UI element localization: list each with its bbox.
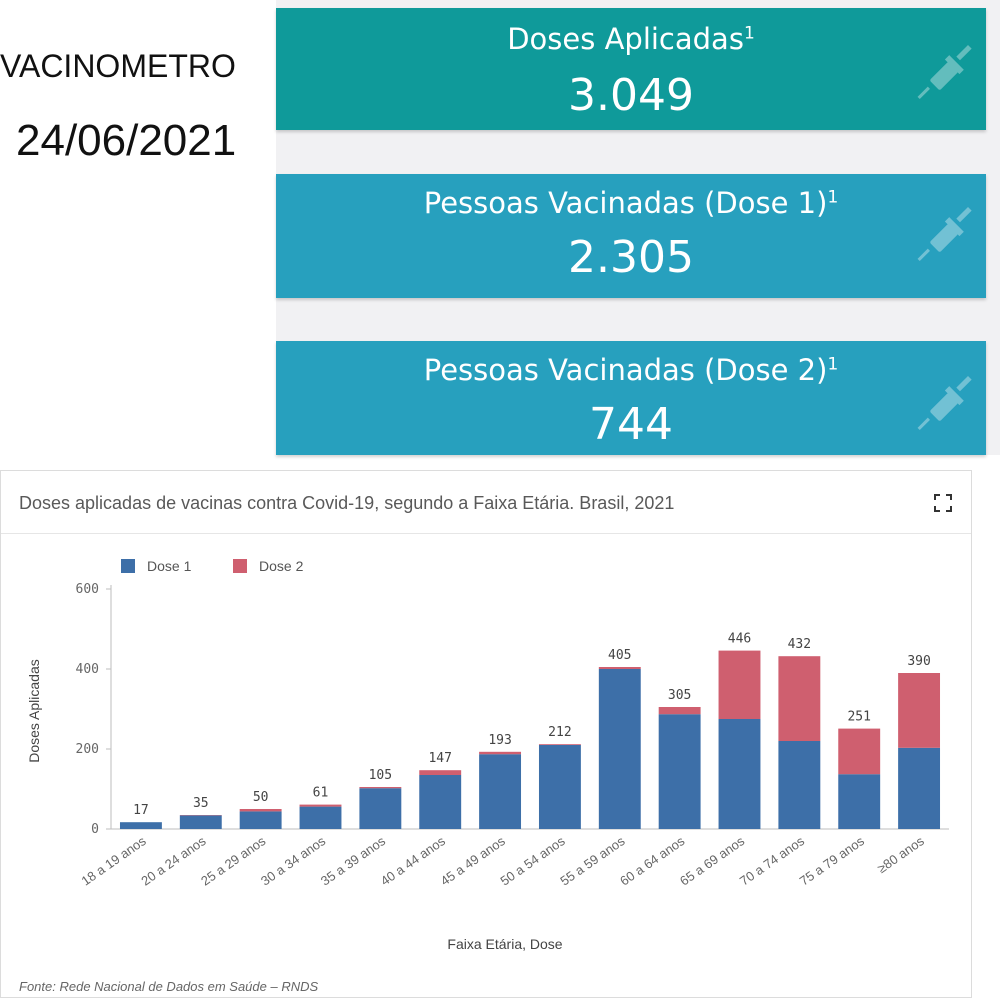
bar-dose2 bbox=[299, 804, 342, 807]
bar-total-label: 61 bbox=[313, 786, 329, 801]
bar-dose1 bbox=[898, 747, 941, 829]
bar-total-label: 390 bbox=[907, 654, 930, 669]
legend-label: Dose 2 bbox=[259, 558, 304, 574]
x-tick-label: 60 a 64 anos bbox=[617, 833, 688, 889]
bar-dose1 bbox=[778, 741, 821, 829]
x-tick-label: 35 a 39 anos bbox=[318, 833, 389, 889]
bar-dose1 bbox=[179, 815, 222, 829]
x-tick-label: 40 a 44 anos bbox=[378, 833, 449, 889]
chart-panel: Doses aplicadas de vacinas contra Covid-… bbox=[0, 470, 972, 998]
card-value: 2.305 bbox=[568, 232, 694, 283]
bar-dose1 bbox=[538, 745, 581, 829]
bar-dose1 bbox=[658, 714, 701, 829]
x-axis-label: Faixa Etária, Dose bbox=[447, 936, 562, 952]
x-tick-label: 25 a 29 anos bbox=[198, 833, 269, 889]
legend-swatch bbox=[121, 559, 135, 573]
x-tick-label: 18 a 19 anos bbox=[78, 833, 149, 889]
bar-total-label: 305 bbox=[668, 688, 691, 703]
bar-dose1 bbox=[359, 788, 402, 829]
card-value: 744 bbox=[589, 399, 673, 450]
bar-dose1 bbox=[479, 754, 522, 829]
syringe-icon bbox=[917, 375, 972, 431]
expand-icon[interactable] bbox=[933, 493, 953, 513]
bar-dose2 bbox=[778, 656, 821, 741]
card-pessoas-vacinadas-dose1: Pessoas Vacinadas (Dose 1)1 2.305 bbox=[276, 174, 986, 298]
card-label: Pessoas Vacinadas (Dose 1)1 bbox=[423, 186, 839, 220]
bar-total-label: 105 bbox=[369, 768, 392, 783]
x-tick-label: 50 a 54 anos bbox=[497, 833, 568, 889]
bar-total-label: 446 bbox=[728, 632, 751, 647]
bar-dose1 bbox=[299, 806, 342, 829]
bar-dose2 bbox=[538, 744, 581, 745]
bar-dose2 bbox=[598, 667, 641, 669]
legend-swatch bbox=[233, 559, 247, 573]
bar-dose2 bbox=[359, 787, 402, 789]
bar-total-label: 35 bbox=[193, 796, 209, 811]
bar-dose2 bbox=[419, 770, 462, 775]
stacked-bar-chart: 0 200 400 600 Doses Aplicadas Faixa Etária, D… bbox=[26, 558, 949, 952]
card-label: Doses Aplicadas1 bbox=[507, 22, 755, 56]
bar-dose2 bbox=[898, 673, 941, 748]
x-tick-label: 55 a 59 anos bbox=[557, 833, 628, 889]
x-tick-label: 65 a 69 anos bbox=[677, 833, 748, 889]
bar-dose1 bbox=[718, 719, 761, 829]
bar-dose1 bbox=[239, 811, 282, 829]
bar-total-label: 193 bbox=[488, 733, 511, 748]
chart-title: Doses aplicadas de vacinas contra Covid-… bbox=[19, 493, 675, 513]
bar-dose2 bbox=[658, 707, 701, 715]
syringe-icon bbox=[917, 206, 972, 262]
bar-total-label: 147 bbox=[428, 751, 451, 766]
x-tick-label: 70 a 74 anos bbox=[737, 833, 808, 889]
card-value: 3.049 bbox=[568, 70, 694, 121]
x-tick-label: 75 a 79 anos bbox=[797, 833, 868, 889]
y-tick-label: 0 bbox=[91, 822, 99, 837]
bar-total-label: 251 bbox=[847, 710, 870, 725]
bar-dose2 bbox=[479, 751, 522, 755]
x-tick-label: ≥80 anos bbox=[874, 833, 927, 876]
bar-total-label: 50 bbox=[253, 790, 269, 805]
legend-label: Dose 1 bbox=[147, 558, 192, 574]
x-tick-label: 45 a 49 anos bbox=[438, 833, 509, 889]
card-pessoas-vacinadas-dose2: Pessoas Vacinadas (Dose 2)1 744 bbox=[276, 341, 986, 455]
y-axis-label: Doses Aplicadas bbox=[26, 659, 42, 763]
x-tick-label: 20 a 24 anos bbox=[138, 833, 209, 889]
x-tick-label: 30 a 34 anos bbox=[258, 833, 329, 889]
bar-total-label: 212 bbox=[548, 725, 571, 740]
page-title: VACINOMETRO bbox=[0, 48, 236, 84]
bar-total-label: 432 bbox=[788, 637, 811, 652]
card-doses-aplicadas: Doses Aplicadas1 3.049 bbox=[276, 8, 986, 130]
chart-divider bbox=[1, 533, 971, 534]
y-tick-label: 200 bbox=[76, 742, 99, 757]
bar-dose1 bbox=[419, 775, 462, 829]
report-date: 24/06/2021 bbox=[16, 116, 237, 165]
bar-total-label: 405 bbox=[608, 648, 631, 663]
bar-dose1 bbox=[598, 669, 641, 829]
bar-dose1 bbox=[838, 774, 881, 829]
y-tick-label: 600 bbox=[76, 582, 99, 597]
syringe-icon bbox=[917, 44, 972, 100]
card-label: Pessoas Vacinadas (Dose 2)1 bbox=[423, 353, 839, 387]
bar-dose1 bbox=[119, 822, 162, 829]
bar-dose2 bbox=[718, 650, 761, 719]
bar-dose2 bbox=[838, 728, 881, 775]
bar-total-label: 17 bbox=[133, 803, 149, 818]
chart-source: Fonte: Rede Nacional de Dados em Saúde –… bbox=[19, 979, 319, 994]
y-tick-label: 400 bbox=[76, 662, 99, 677]
bar-dose2 bbox=[239, 809, 282, 812]
